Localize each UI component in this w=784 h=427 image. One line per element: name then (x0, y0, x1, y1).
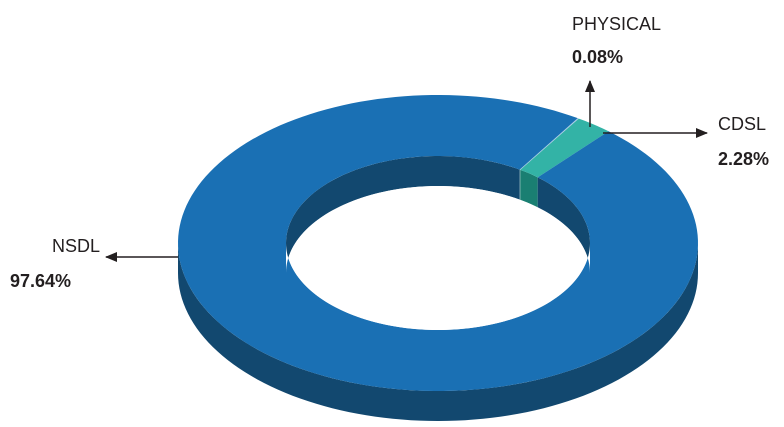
label-physical-value: 0.08% (572, 47, 623, 67)
label-nsdl-name: NSDL (52, 236, 100, 256)
slice-nsdl-outer-side (178, 243, 698, 421)
slice-nsdl-inner-side-1 (286, 156, 520, 273)
callout-physical: PHYSICAL 0.08% (572, 14, 661, 127)
label-physical-name: PHYSICAL (572, 14, 661, 34)
callout-cdsl: CDSL 2.28% (603, 114, 769, 169)
label-cdsl-value: 2.28% (718, 149, 769, 169)
slice-nsdl-inner-side (537, 177, 590, 273)
slice-cdsl (520, 118, 609, 178)
label-cdsl-name: CDSL (718, 114, 766, 134)
label-nsdl-value: 97.64% (10, 271, 71, 291)
slice-cdsl-inner-side (520, 169, 538, 208)
donut-layer (178, 95, 698, 421)
donut-hole (286, 186, 590, 330)
slice-nsdl (178, 95, 698, 391)
callout-nsdl: NSDL 97.64% (10, 236, 178, 291)
slice-physical-inner-side (519, 169, 521, 200)
slice-physical (519, 118, 579, 170)
